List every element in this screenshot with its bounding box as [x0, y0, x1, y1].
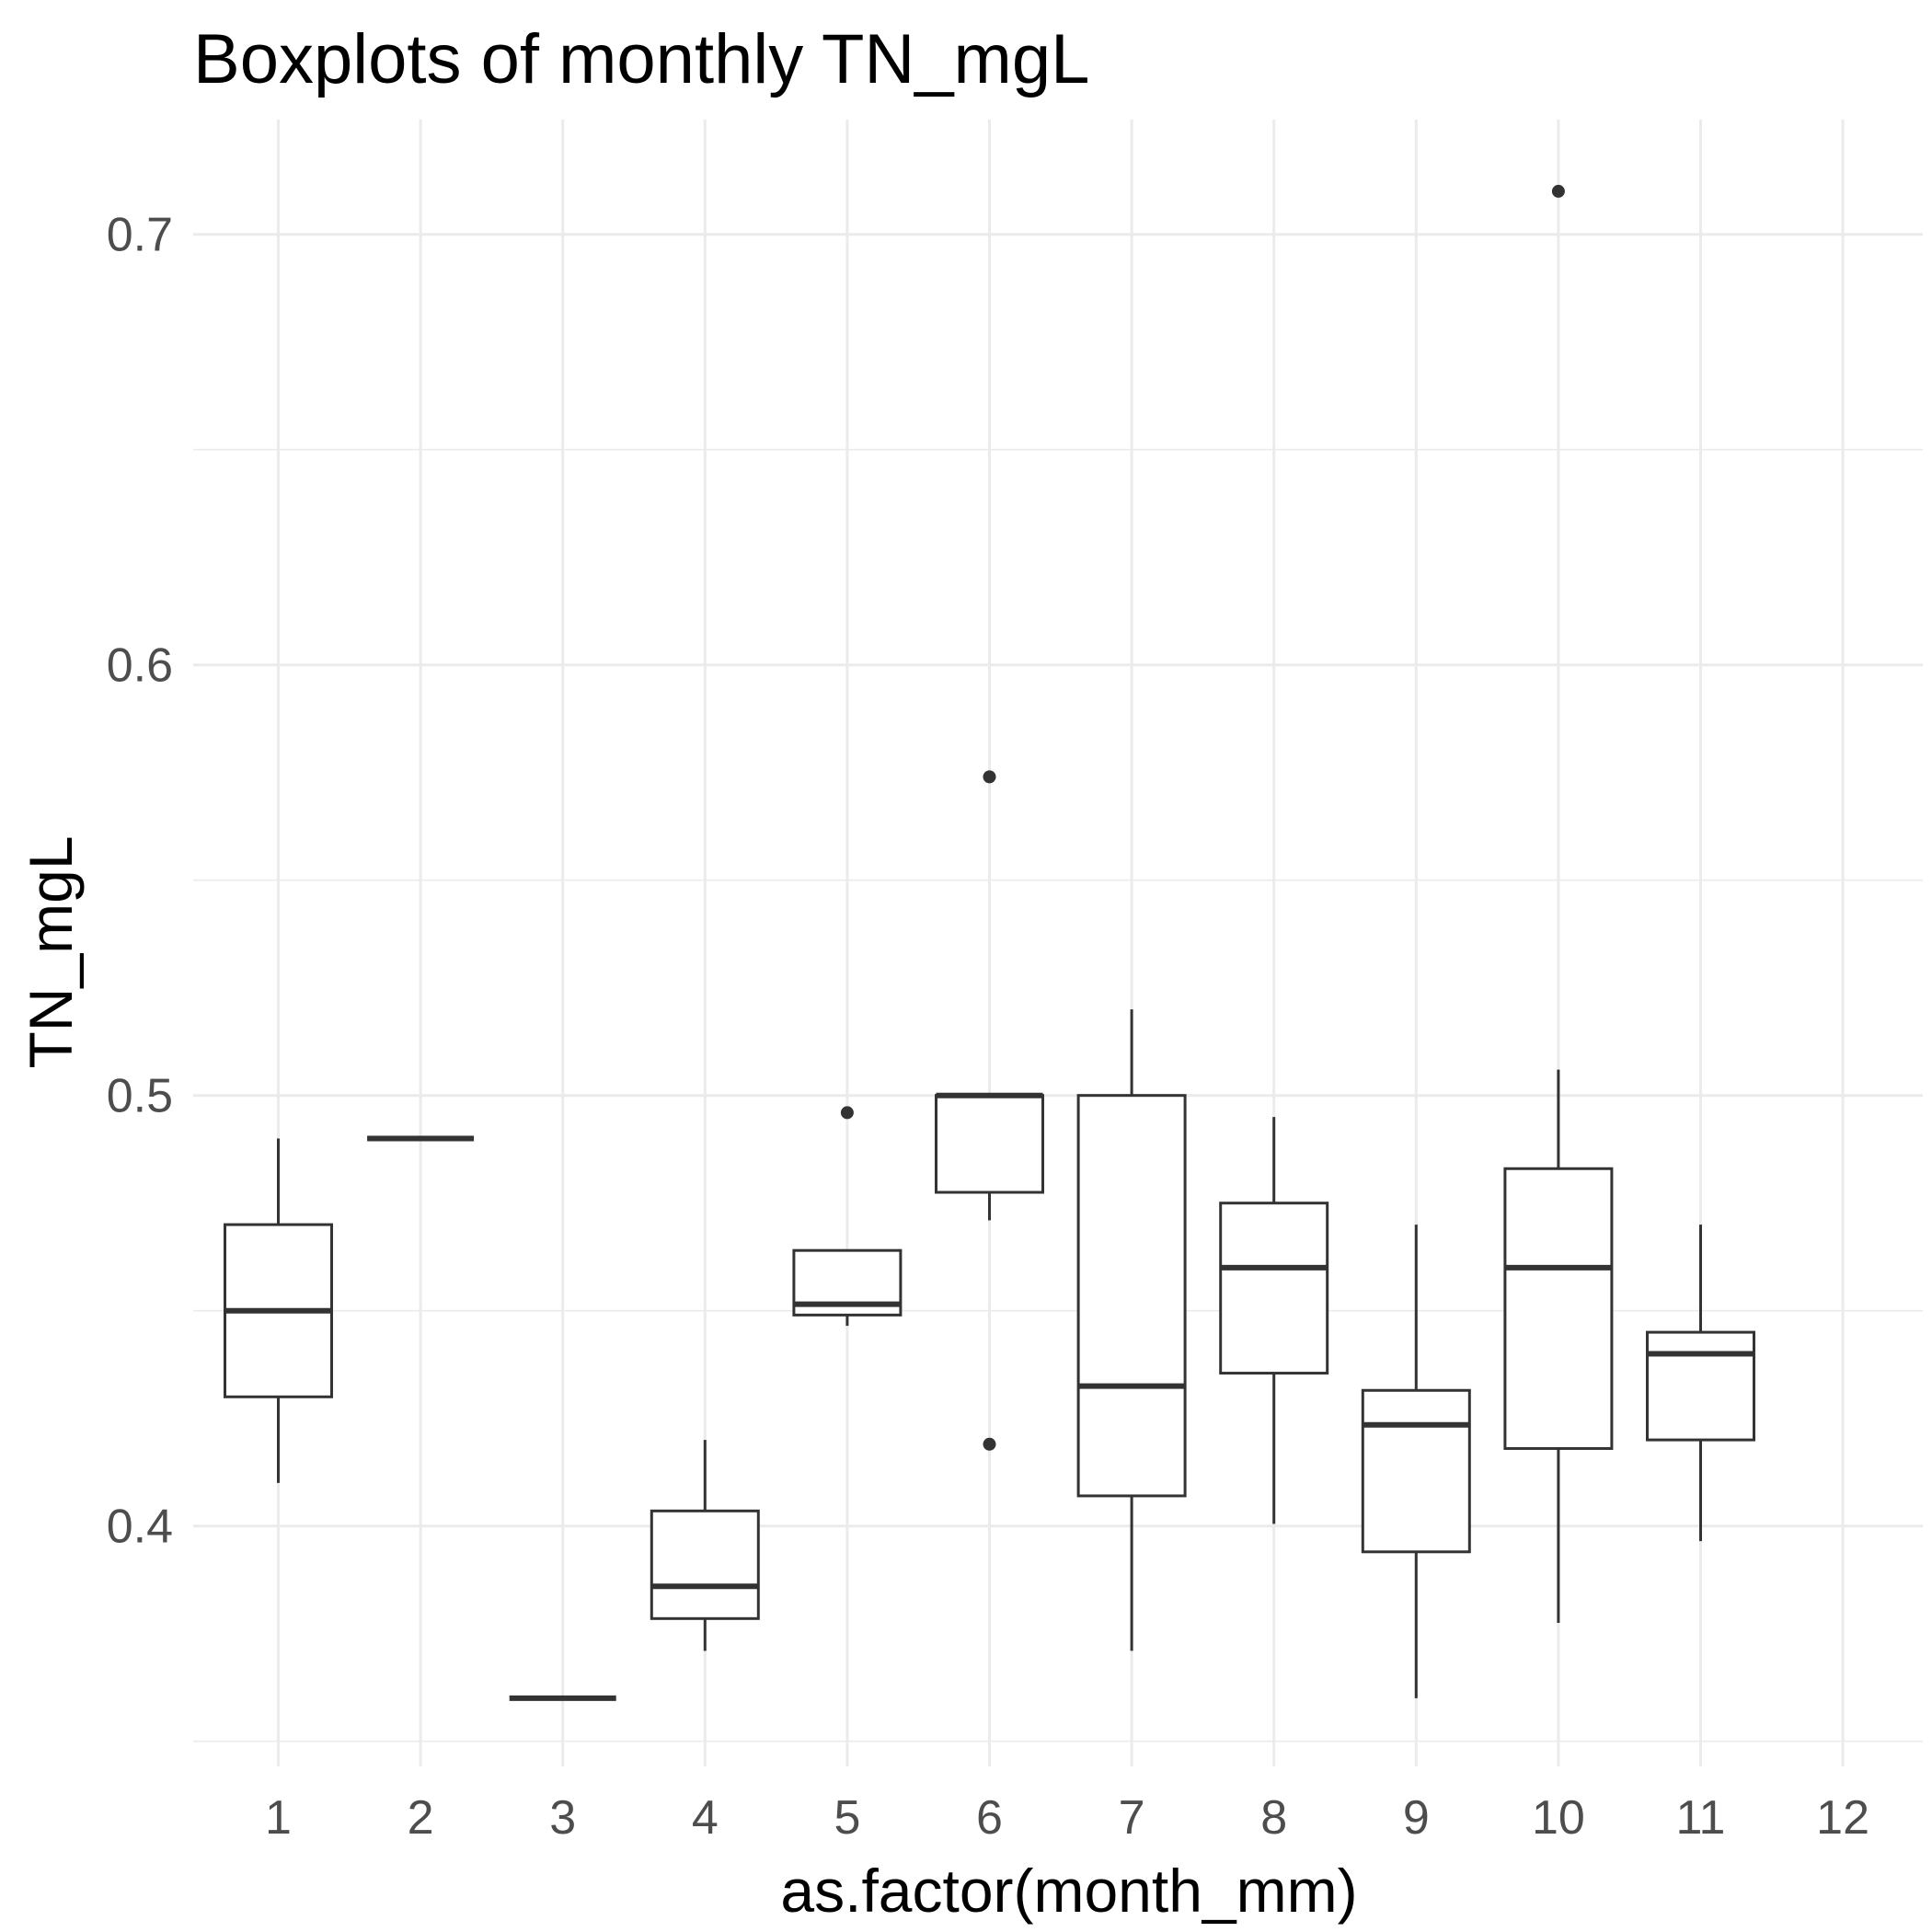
x-tick-label: 9 — [1403, 1791, 1430, 1845]
x-tick-label: 7 — [1119, 1791, 1145, 1845]
outlier-point — [840, 1106, 854, 1120]
box-month-4 — [650, 1440, 760, 1651]
x-tick-label: 6 — [976, 1791, 1003, 1845]
chart-title: Boxplots of monthly TN_mgL — [193, 20, 1089, 98]
x-tick-label: 3 — [549, 1791, 576, 1845]
box-month-7 — [1076, 1009, 1187, 1651]
box-month-5 — [792, 1106, 903, 1327]
iqr-box — [935, 1094, 1044, 1194]
x-tick-label: 4 — [692, 1791, 719, 1845]
iqr-box — [1219, 1202, 1329, 1375]
y-tick-label: 0.5 — [107, 1070, 173, 1123]
y-tick-label: 0.6 — [107, 639, 173, 693]
outlier-point — [1551, 184, 1565, 198]
boxes-layer — [224, 184, 1755, 1701]
box-month-8 — [1219, 1117, 1329, 1524]
box-month-11 — [1646, 1225, 1755, 1542]
grid-layer — [193, 120, 1923, 1766]
box-month-9 — [1361, 1225, 1471, 1698]
x-tick-label: 12 — [1816, 1791, 1869, 1845]
x-tick-label: 8 — [1260, 1791, 1287, 1845]
outlier-point — [983, 1437, 996, 1451]
outlier-point — [983, 770, 996, 784]
y-tick-label: 0.4 — [107, 1501, 173, 1554]
x-tick-label: 1 — [265, 1791, 292, 1845]
y-tick-label: 0.7 — [107, 209, 173, 262]
iqr-box — [1361, 1388, 1471, 1554]
x-tick-label: 2 — [408, 1791, 434, 1845]
iqr-box — [650, 1509, 760, 1620]
x-tick-label: 10 — [1532, 1791, 1585, 1845]
box-month-1 — [224, 1138, 333, 1483]
x-tick-label: 5 — [834, 1791, 860, 1845]
iqr-box — [1646, 1330, 1755, 1442]
box-month-6 — [935, 770, 1044, 1451]
x-axis-title: as.factor(month_mm) — [780, 1857, 1357, 1925]
ticks-layer: 0.40.50.60.71 2 3 4 5 6 7 8 9 10 11 12 — [107, 209, 1869, 1845]
iqr-box — [1076, 1094, 1187, 1498]
iqr-box — [1503, 1167, 1614, 1450]
box-month-10 — [1503, 184, 1614, 1623]
x-tick-label: 11 — [1676, 1791, 1726, 1845]
y-axis-title: TN_mgL — [17, 835, 85, 1068]
